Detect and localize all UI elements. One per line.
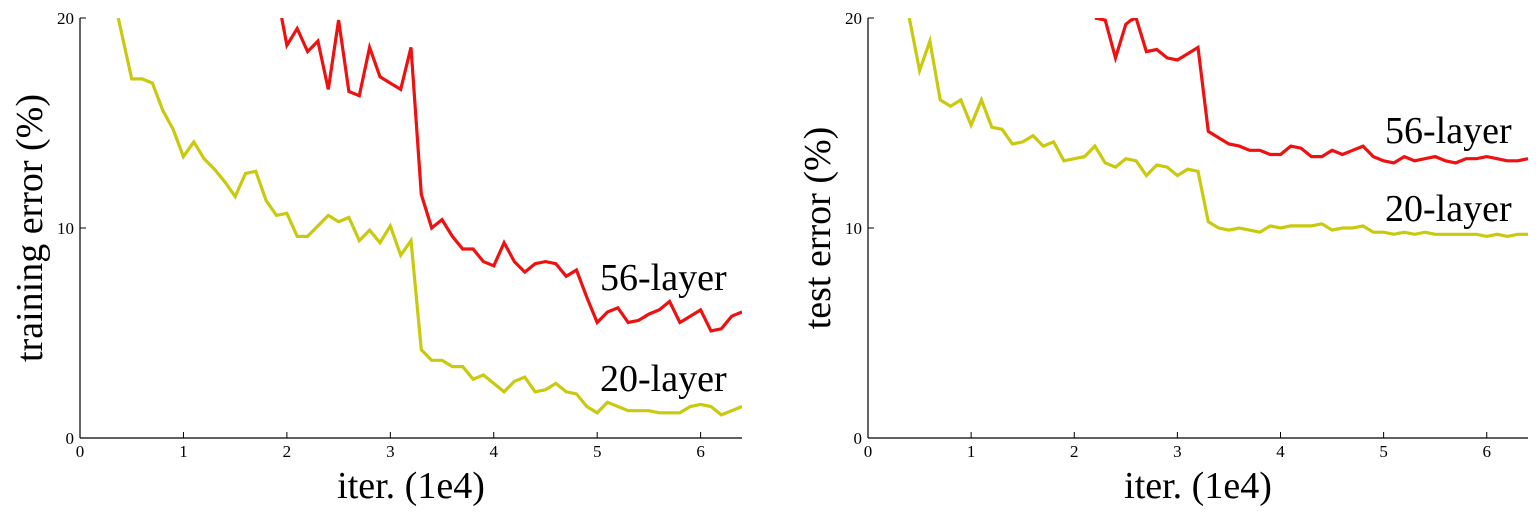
x-tick-label: 4 [490, 442, 499, 461]
y-axis-label: test error (%) [797, 127, 839, 330]
x-tick-label: 3 [1173, 442, 1182, 461]
series-label-56-layer: 56-layer [600, 257, 727, 299]
x-tick-label: 6 [1483, 442, 1492, 461]
x-axis-label: iter. (1e4) [1124, 465, 1272, 507]
y-tick-label: 20 [845, 9, 862, 28]
x-tick-label: 0 [76, 442, 85, 461]
y-tick-label: 10 [845, 219, 862, 238]
x-tick-label: 1 [967, 442, 976, 461]
series-label-20-layer: 20-layer [600, 358, 727, 400]
x-tick-label: 2 [283, 442, 292, 461]
series-label-20-layer: 20-layer [1385, 188, 1512, 230]
chart-panel-1: 0 1 2 3 4 5 6 0 10 20 iter. (1e4) training error (%… [9, 9, 742, 507]
x-tick-label: 0 [864, 442, 873, 461]
series-label-56-layer: 56-layer [1385, 110, 1512, 152]
y-tick-label: 0 [854, 429, 863, 448]
x-axis-label: iter. (1e4) [337, 465, 485, 507]
x-tick-label: 5 [593, 442, 602, 461]
x-tick-label: 4 [1276, 442, 1285, 461]
series-line-56-layer [280, 18, 742, 333]
series-line-20-layer [907, 18, 1528, 239]
series-line-56-layer [1094, 18, 1528, 165]
y-axis-label: training error (%) [9, 94, 51, 362]
x-tick-label: 2 [1070, 442, 1079, 461]
x-tick-label: 5 [1379, 442, 1388, 461]
series-line-20-layer [116, 18, 742, 417]
y-tick-label: 0 [66, 429, 75, 448]
x-tick-label: 6 [696, 442, 705, 461]
y-tick-label: 20 [57, 9, 74, 28]
chart-panel-2: 0 1 2 3 4 5 6 0 10 20 iter. (1e4) test error (%) 56-… [797, 9, 1528, 507]
y-tick-label: 10 [57, 219, 74, 238]
x-tick-label: 3 [386, 442, 395, 461]
x-tick-label: 1 [179, 442, 188, 461]
